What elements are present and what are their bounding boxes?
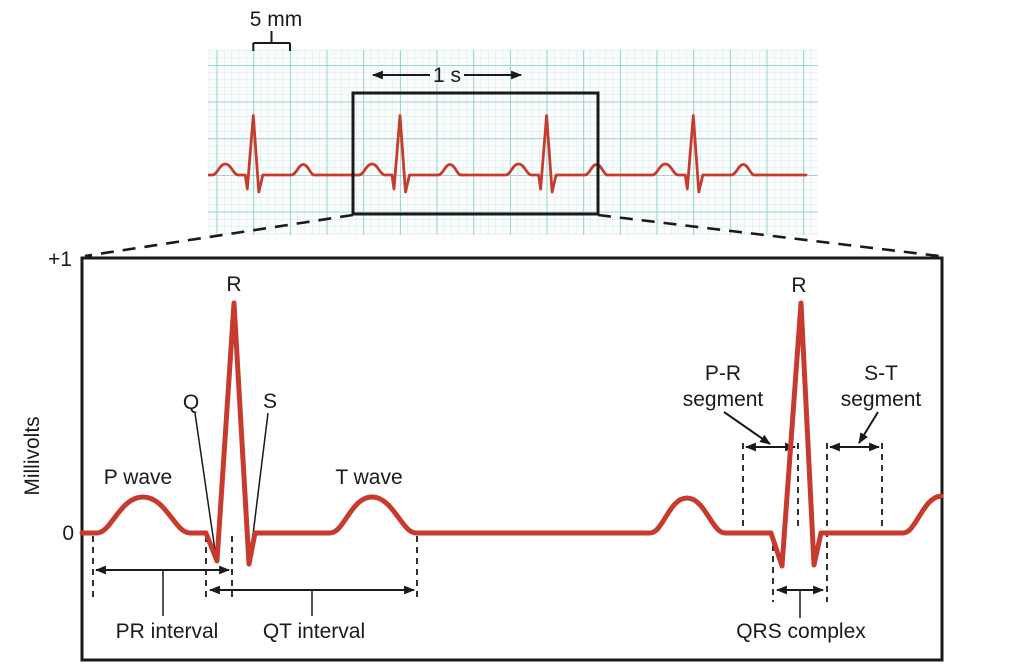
y-axis-title: Millivolts xyxy=(21,416,44,495)
qrs-complex-label: QRS complex xyxy=(736,620,866,643)
y-axis-zero-value: 0 xyxy=(62,522,74,545)
grid-major-lines xyxy=(208,50,818,235)
five-mm-label: 5 mm xyxy=(250,8,303,31)
svg-text:S-T: S-T xyxy=(864,362,898,385)
p-wave-label: P wave xyxy=(104,466,173,489)
svg-text:P-R: P-R xyxy=(705,362,741,385)
r-wave-label-right: R xyxy=(791,274,806,297)
svg-text:segment: segment xyxy=(841,388,922,411)
st-segment-label: S-T segment xyxy=(841,362,922,411)
five-mm-bracket xyxy=(252,31,291,51)
detail-panel: +1 0 Millivolts R xyxy=(21,248,944,662)
pr-segment-leader xyxy=(723,411,771,445)
one-second-label: 1 s xyxy=(433,64,461,87)
st-segment-leader xyxy=(858,411,879,444)
zoom-connector-right xyxy=(597,213,940,258)
q-leader-line xyxy=(194,412,217,558)
r-wave-label-left: R xyxy=(226,273,241,296)
pr-interval-label: PR interval xyxy=(116,620,219,643)
qt-interval-label: QT interval xyxy=(263,620,365,643)
y-axis-top-value: +1 xyxy=(48,248,72,271)
strip-ecg-trace xyxy=(208,114,808,194)
ecg-strip: 5 mm 1 s xyxy=(208,8,818,235)
s-wave-label: S xyxy=(263,390,277,413)
zoom-connector-left xyxy=(84,213,354,258)
magnified-region-box xyxy=(351,91,600,216)
t-wave-label: T wave xyxy=(335,466,402,489)
pr-segment-label: P-R segment xyxy=(683,362,764,411)
detail-ecg-trace xyxy=(79,300,944,569)
q-wave-label: Q xyxy=(183,391,199,414)
detail-box xyxy=(80,256,944,662)
svg-text:segment: segment xyxy=(683,388,764,411)
